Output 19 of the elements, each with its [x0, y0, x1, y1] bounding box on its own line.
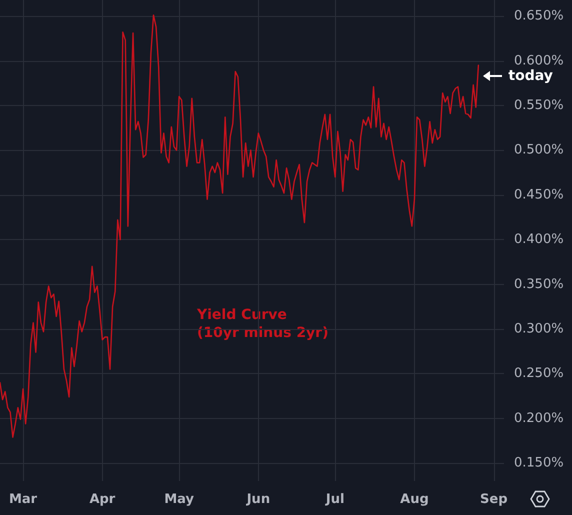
y-tick-label: 0.150% [514, 456, 564, 471]
y-tick-label: 0.300% [514, 322, 564, 337]
y-tick-label: 0.550% [514, 98, 564, 113]
y-tick-label: 0.600% [514, 53, 564, 68]
y-tick-label: 0.250% [514, 366, 564, 382]
annotation: today [508, 68, 553, 84]
y-tick-label: 0.350% [514, 276, 564, 292]
y-tick-label: 0.450% [514, 187, 564, 202]
x-tick-label: May [164, 492, 194, 507]
x-tick-label: Mar [8, 492, 38, 507]
x-tick-label: Jun [246, 492, 270, 507]
x-tick-label: Aug [400, 492, 429, 507]
x-tick-label: Jul [324, 492, 344, 507]
y-tick-label: 0.500% [514, 142, 564, 158]
y-tick-label: 0.400% [514, 232, 564, 248]
y-tick-label: 0.200% [514, 410, 564, 426]
x-tick-label: Sep [480, 492, 508, 507]
y-tick-label: 0.650% [514, 8, 564, 24]
x-tick-label: Apr [89, 492, 116, 507]
